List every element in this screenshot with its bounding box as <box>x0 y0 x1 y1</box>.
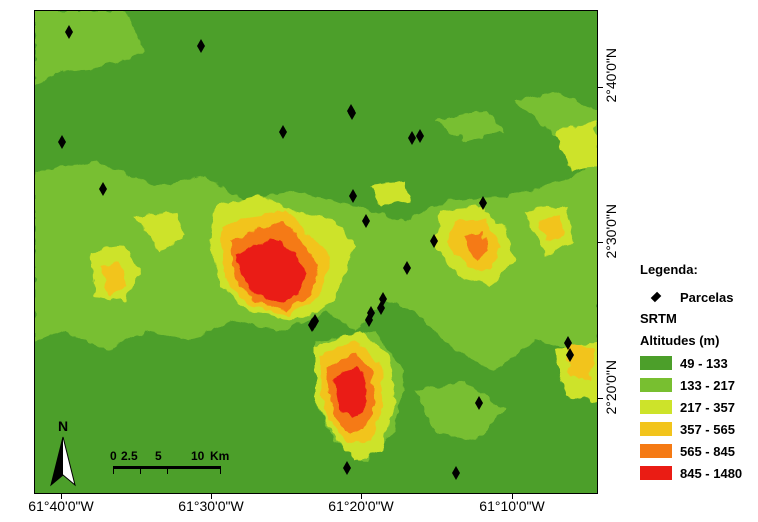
legend-swatch <box>640 356 672 370</box>
diamond-marker-icon <box>650 291 662 303</box>
legend-swatch <box>640 444 672 458</box>
scale-bar: 0 2.5 5 10 Km <box>110 449 229 474</box>
legend-class-label: 845 - 1480 <box>680 465 743 481</box>
legend-classes: 49 - 133 133 - 217 217 - 357 357 - 565 565 -… <box>640 352 758 484</box>
legend-class-label: 565 - 845 <box>680 443 735 459</box>
longitude-label-4: 61°10'0"W <box>479 498 545 514</box>
parcela-marker[interactable] <box>377 301 385 315</box>
parcela-marker[interactable] <box>349 189 357 203</box>
parcela-marker[interactable] <box>403 261 411 275</box>
legend-class-row: 845 - 1480 <box>640 462 758 484</box>
longitude-label-3: 61°20'0"W <box>328 498 394 514</box>
legend-swatch <box>640 400 672 414</box>
legend-class-label: 357 - 565 <box>680 421 735 437</box>
legend-class-label: 217 - 357 <box>680 399 735 415</box>
longitude-label-1: 61°40'0"W <box>28 498 94 514</box>
legend-swatch <box>640 466 672 480</box>
legend-swatch <box>640 422 672 436</box>
tick-mark-right-1 <box>598 87 603 88</box>
legend-class-row: 217 - 357 <box>640 396 758 418</box>
parcela-marker[interactable] <box>197 39 205 53</box>
latitude-label-2: 2°30'0"N <box>603 204 619 259</box>
legend: Legenda: Parcelas SRTM Altitudes (m) 49 … <box>640 262 758 484</box>
legend-class-row: 49 - 133 <box>640 352 758 374</box>
parcela-marker[interactable] <box>452 466 460 480</box>
scale-tick-0: 0 <box>110 449 117 463</box>
legend-class-row: 357 - 565 <box>640 418 758 440</box>
legend-raster-label: SRTM <box>640 311 677 326</box>
scale-tick-2: 5 <box>155 449 162 463</box>
parcela-marker[interactable] <box>566 348 574 362</box>
legend-parcelas-label: Parcelas <box>680 289 734 305</box>
scale-tick-3: 10 <box>191 449 205 463</box>
legend-parcelas: Parcelas <box>640 286 758 308</box>
tick-mark-bottom-4 <box>512 494 513 499</box>
latitude-label-3: 2°20'0"N <box>603 360 619 415</box>
map-frame[interactable]: N 0 2.5 5 10 Km <box>34 10 598 494</box>
parcela-marker[interactable] <box>58 135 66 149</box>
longitude-label-2: 61°30'0"W <box>178 498 244 514</box>
parcela-marker[interactable] <box>416 129 424 143</box>
legend-swatch <box>640 378 672 392</box>
parcelas-layer <box>58 25 574 480</box>
parcela-marker[interactable] <box>308 318 316 332</box>
parcela-marker[interactable] <box>430 234 438 248</box>
elevation-class-6 <box>235 239 367 419</box>
parcela-marker[interactable] <box>65 25 73 39</box>
parcela-marker[interactable] <box>347 104 355 118</box>
parcela-marker[interactable] <box>99 182 107 196</box>
legend-title: Legenda: <box>640 262 698 277</box>
parcela-marker[interactable] <box>479 196 487 210</box>
parcela-marker[interactable] <box>362 214 370 228</box>
legend-class-row: 133 - 217 <box>640 374 758 396</box>
tick-mark-right-3 <box>598 398 603 399</box>
elevation-map: N 0 2.5 5 10 Km <box>35 11 597 493</box>
legend-class-label: 133 - 217 <box>680 377 735 393</box>
parcela-marker[interactable] <box>564 336 572 350</box>
latitude-label-1: 2°40'0"N <box>603 48 619 103</box>
legend-raster-sublabel: Altitudes (m) <box>640 333 720 348</box>
tick-mark-right-2 <box>598 242 603 243</box>
tick-mark-bottom-3 <box>361 494 362 499</box>
tick-mark-bottom-1 <box>61 494 62 499</box>
parcela-marker[interactable] <box>408 131 416 145</box>
legend-class-label: 49 - 133 <box>680 355 728 371</box>
north-arrow: N <box>50 418 76 487</box>
parcela-marker[interactable] <box>343 461 351 475</box>
scale-unit: Km <box>210 449 229 463</box>
legend-class-row: 565 - 845 <box>640 440 758 462</box>
scale-tick-1: 2.5 <box>121 449 138 463</box>
parcela-marker[interactable] <box>475 396 483 410</box>
tick-mark-bottom-2 <box>211 494 212 499</box>
parcela-marker[interactable] <box>365 313 373 327</box>
parcela-marker[interactable] <box>279 125 287 139</box>
north-label: N <box>58 418 68 434</box>
